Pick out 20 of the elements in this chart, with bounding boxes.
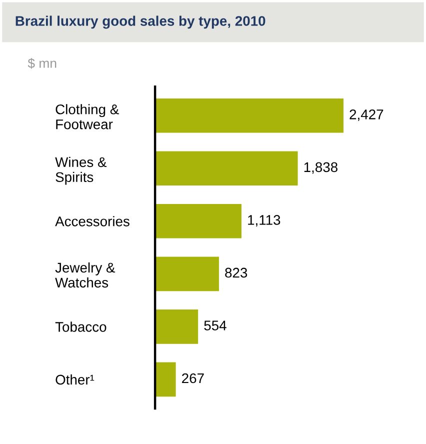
bar: [155, 310, 198, 344]
text: $ mn: [28, 58, 56, 69]
data-label: 1,113: [248, 215, 280, 227]
bar: [155, 204, 242, 238]
data-label: 823: [225, 268, 248, 278]
data-label: 1,838: [304, 162, 338, 174]
bar: [155, 98, 344, 133]
bar: [155, 256, 219, 292]
data-label: 2,427: [350, 109, 384, 121]
bar: [155, 151, 298, 186]
data-label: 267: [182, 373, 204, 384]
y-tick-label: Other¹: [56, 374, 94, 385]
y-tick-label: Clothing & Footwear: [56, 104, 119, 130]
y-tick-label: Jewelry & Watches: [55, 262, 116, 288]
chart-title: Brazil luxury good sales by type, 2010: [16, 16, 266, 29]
y-tick-label: Wines & Spirits: [55, 156, 107, 185]
data-label: 554: [204, 320, 226, 330]
bar: [155, 362, 176, 397]
y-tick-label: Tobacco: [55, 322, 106, 332]
y-tick-label: Accessories: [55, 216, 130, 226]
